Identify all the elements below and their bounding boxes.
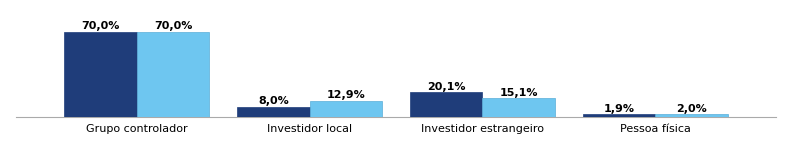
Text: 70,0%: 70,0% <box>82 21 120 31</box>
Bar <box>237 107 310 117</box>
Text: 12,9%: 12,9% <box>326 90 365 100</box>
Text: 2,0%: 2,0% <box>676 104 707 114</box>
Bar <box>409 92 482 117</box>
Text: 15,1%: 15,1% <box>500 88 538 98</box>
Text: 70,0%: 70,0% <box>154 21 192 31</box>
Bar <box>310 101 383 117</box>
Bar <box>583 114 655 117</box>
Text: 8,0%: 8,0% <box>258 96 289 106</box>
Bar <box>655 114 728 117</box>
Bar <box>482 98 555 117</box>
Bar <box>64 32 137 117</box>
Bar <box>137 32 209 117</box>
Text: 1,9%: 1,9% <box>604 104 634 114</box>
Text: 20,1%: 20,1% <box>427 82 466 92</box>
